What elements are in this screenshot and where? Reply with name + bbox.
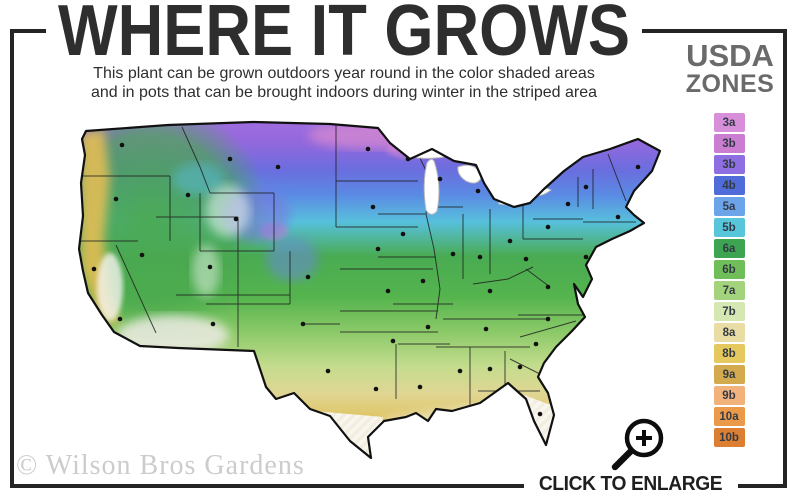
zone-swatch: 6a [713,239,745,258]
zone-swatch: 6b [713,260,745,279]
page-title: WHERE IT GROWS [58,0,630,64]
zone-label: 9a [722,368,736,381]
zones-label: ZONES [685,70,775,98]
zone-swatch: 3b [713,134,745,153]
zone-swatch: 3b [713,155,745,174]
title-block: WHERE IT GROWS [46,0,642,71]
zone-label: 6b [722,263,736,276]
zone-label: 9b [722,389,736,402]
zone-label: 6a [722,242,736,255]
zone-label: 8b [722,347,736,360]
us-zone-map-art [77,120,662,460]
zone-swatch: 5a [713,197,745,216]
zone-label: 5b [722,221,736,234]
usda-zones-heading: USDA ZONES [668,40,792,97]
zone-label: 8a [722,326,736,339]
zone-swatch: 9a [713,365,745,384]
subtitle-line-2: and in pots that can be brought indoors … [90,84,598,101]
zone-label: 7b [722,305,736,318]
subtitle-line-1: This plant can be grown outdoors year ro… [93,65,595,82]
zone-label: 3b [722,158,736,171]
city-dots [91,142,641,417]
us-zone-map[interactable] [77,118,668,463]
zone-label: 10a [719,410,739,423]
zone-swatch: 8b [713,344,745,363]
zone-swatch: 9b [713,386,745,405]
watermark: © Wilson Bros Gardens [16,450,305,481]
zone-label: 4b [722,179,736,192]
zone-label: 7a [722,284,736,297]
zone-label: 5a [722,200,736,213]
zone-swatch: 5b [713,218,745,237]
zone-swatch: 10b [713,428,745,447]
zone-swatch: 10a [713,407,745,426]
zone-swatch: 7a [713,281,745,300]
zone-swatch: 7b [713,302,745,321]
zone-label: 3b [722,137,736,150]
zone-label: 3a [722,116,736,129]
zone-legend-list: 3a 3b 3b 4b 5a 5b 6a 6b 7a 7b 8a 8b 9a 9b 10a 10b [712,113,746,449]
usda-label: USDA [686,38,774,73]
zone-swatch: 8a [713,323,745,342]
zone-label: 10b [719,431,739,444]
subtitle: This plant can be grown outdoors year ro… [40,64,648,102]
zone-swatch: 3a [713,113,745,132]
click-to-enlarge[interactable]: CLICK TO ENLARGE [524,470,738,498]
page-title-art: WHERE IT GROWS [58,0,630,71]
zone-swatch: 4b [713,176,745,195]
click-to-enlarge-label[interactable]: CLICK TO ENLARGE [539,472,723,495]
zoom-in-icon[interactable] [606,410,670,481]
